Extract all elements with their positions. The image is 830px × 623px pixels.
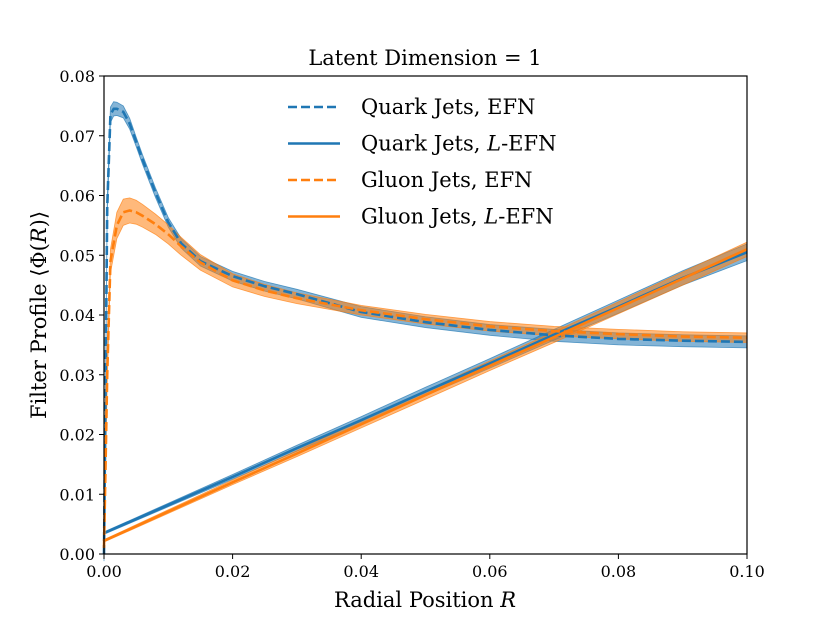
legend-label: Gluon Jets, L-EFN (361, 205, 554, 229)
x-axis-label-text: Radial Position (334, 588, 500, 612)
x-tick-label: 0.08 (601, 562, 637, 581)
y-axis-ticks: 0.00 0.01 0.02 0.03 0.04 0.05 0.06 0.07 0.08 (59, 67, 104, 564)
y-axis-label-var: R (27, 227, 51, 244)
y-tick-label: 0.06 (59, 187, 95, 206)
y-tick-label: 0.03 (59, 366, 95, 385)
x-tick-label: 0.00 (86, 562, 122, 581)
x-axis-label: Radial Position R (334, 588, 516, 612)
y-tick-label: 0.00 (59, 545, 95, 564)
x-tick-label: 0.10 (729, 562, 765, 581)
y-tick-label: 0.05 (59, 246, 95, 265)
x-axis-label-var: R (499, 588, 516, 612)
line-gluon-jets-efn (102, 209, 748, 549)
legend-label: Quark Jets, L-EFN (361, 132, 556, 156)
series-lines (102, 107, 748, 555)
chart-title: Latent Dimension = 1 (308, 46, 541, 70)
x-tick-label: 0.02 (215, 562, 251, 581)
y-tick-label: 0.02 (59, 426, 95, 445)
y-tick-label: 0.07 (59, 127, 95, 146)
x-tick-label: 0.04 (343, 562, 379, 581)
y-axis-label: Filter Profile ⟨Φ(R)⟩ (27, 211, 51, 419)
legend-item-quark-jets-l-efn: Quark Jets, L-EFN (288, 132, 556, 156)
legend-item-gluon-jets-efn: Gluon Jets, EFN (288, 168, 533, 192)
legend-item-gluon-jets-l-efn: Gluon Jets, L-EFN (288, 205, 554, 229)
legend: Quark Jets, EFN Quark Jets, L-EFN Gluon Je… (288, 95, 556, 229)
y-tick-label: 0.08 (59, 67, 95, 86)
x-axis-ticks: 0.00 0.02 0.04 0.06 0.08 0.10 (86, 554, 765, 581)
legend-item-quark-jets-efn: Quark Jets, EFN (288, 95, 535, 119)
legend-label: Gluon Jets, EFN (361, 168, 533, 192)
y-tick-label: 0.01 (59, 485, 95, 504)
y-tick-label: 0.04 (59, 306, 95, 325)
y-axis-label-close: )⟩ (27, 211, 51, 227)
x-tick-label: 0.06 (472, 562, 508, 581)
line-quark-jets-efn (102, 107, 748, 555)
band-gluon-jets-efn (103, 197, 748, 553)
line-gluon-jets-l-efn (103, 248, 748, 543)
legend-label: Quark Jets, EFN (361, 95, 535, 119)
y-axis-label-text: Filter Profile ⟨Φ( (27, 243, 51, 419)
